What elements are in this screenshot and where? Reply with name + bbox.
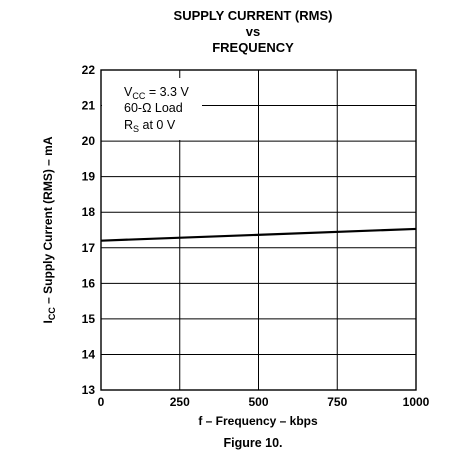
y-axis-label: ICC – Supply Current (RMS) – mA — [41, 136, 57, 323]
x-axis-label: f – Frequency – kbps — [198, 414, 318, 428]
chart-title-line-3: FREQUENCY — [212, 40, 294, 55]
chart-title-line-1: SUPPLY CURRENT (RMS) — [174, 8, 333, 23]
figure-caption: Figure 10. — [223, 436, 282, 450]
x-tick-label: 250 — [170, 395, 190, 409]
annotation-line-3: RS at 0 V — [124, 118, 176, 134]
grid — [101, 70, 416, 390]
y-tick-label: 21 — [82, 99, 96, 113]
x-tick-label: 1000 — [403, 395, 430, 409]
x-tick-label: 750 — [327, 395, 347, 409]
annotation-line-1: VCC = 3.3 V — [124, 85, 189, 101]
y-tick-label: 22 — [82, 63, 96, 77]
y-tick-label: 20 — [82, 134, 96, 148]
chart-title-line-2: vs — [246, 24, 260, 39]
series-line — [100, 227, 417, 242]
x-tick-labels: 0 250 500 750 1000 — [98, 395, 430, 409]
annotation-background — [102, 78, 202, 140]
x-tick-label: 500 — [248, 395, 268, 409]
annotation-line-2: 60-Ω Load — [124, 101, 183, 115]
y-tick-label: 14 — [82, 347, 96, 361]
y-tick-label: 16 — [82, 276, 96, 290]
y-tick-label: 19 — [82, 170, 96, 184]
y-tick-label: 15 — [82, 312, 96, 326]
y-tick-label: 18 — [82, 205, 96, 219]
y-tick-label: 13 — [82, 383, 96, 397]
annotation: VCC = 3.3 V 60-Ω Load RS at 0 V — [124, 85, 189, 134]
plot-frame — [100, 69, 417, 391]
series-group — [100, 227, 417, 242]
x-tick-label: 0 — [98, 395, 105, 409]
y-tick-label: 17 — [82, 241, 96, 255]
y-tick-labels: 13 14 15 16 17 18 19 20 21 22 — [82, 63, 96, 397]
